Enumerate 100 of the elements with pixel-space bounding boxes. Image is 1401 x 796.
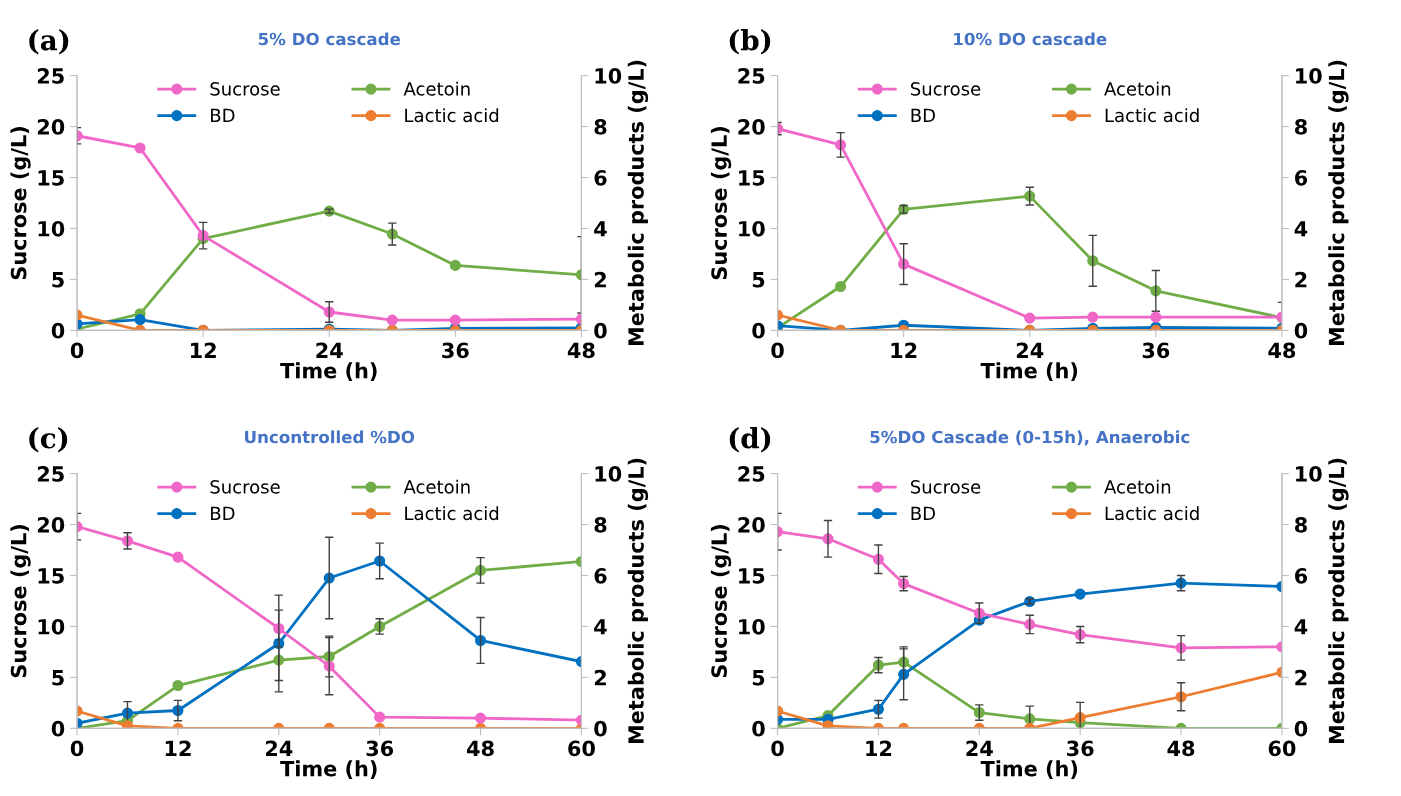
y-tick-label: 10 [38,220,65,237]
x-tick-label: 0 [70,740,84,757]
y2-tick-label: 2 [1295,271,1307,288]
y-tick-label: 5 [52,670,64,686]
x-tick-label: 48 [567,342,595,359]
y2-axis-title: Metabolic products (g/L) [627,458,649,744]
y2-tick-label: 0 [594,322,607,339]
legend-label: Acetoin [1104,479,1171,494]
x-tick-label: 24 [265,740,293,756]
chart-title: 5%DO Cascade (0-15h), Anaerobic [870,430,1190,446]
x-tick-label: 48 [1268,342,1296,359]
y2-axis-title: Metabolic products (g/L) [1328,60,1349,346]
text: (b) [729,29,771,55]
x-tick-label: 12 [165,740,191,756]
y2-tick-label: 4 [1294,221,1308,237]
x-tick-label: 36 [1067,740,1094,757]
chart-title: Uncontrolled %DO [245,430,415,444]
y2-tick-label: 10 [595,466,622,482]
x-tick-label: 24 [1016,342,1044,358]
y-tick-label: 5 [752,272,765,288]
x-tick-label: 12 [891,342,917,358]
y2-tick-label: 6 [1295,169,1308,186]
legend-label: Lactic acid [1105,108,1199,123]
y2-tick-label: 8 [1294,119,1307,135]
x-tick-label: 12 [866,740,892,756]
text: (c) [29,427,68,453]
y-tick-label: 25 [738,466,765,482]
y-axis-title: Sucrose (g/L) [10,525,31,678]
y2-tick-label: 8 [594,119,607,135]
x-tick-label: 36 [1142,342,1170,359]
y2-tick-label: 10 [1296,68,1322,84]
y2-tick-label: 2 [594,271,606,288]
legend-label: BD [211,108,235,122]
x-axis-title: Time (h) [280,760,377,779]
y2-tick-label: 6 [594,567,607,584]
x-tick-label: 0 [70,342,84,359]
legend-label: Lactic acid [405,506,499,521]
legend-label: Lactic acid [405,108,499,123]
legend-label: Sucrose [210,480,280,494]
text: (a) [29,29,69,55]
y-tick-label: 15 [739,170,765,186]
y2-tick-label: 0 [1294,322,1308,339]
y-tick-label: 20 [738,119,765,135]
y-tick-label: 5 [752,670,765,686]
legend-label: BD [911,506,935,520]
y-axis-title: Sucrose (g/L) [710,525,732,678]
chart-title: 10% DO cascade [954,32,1107,46]
y-tick-label: 25 [37,466,64,482]
y2-axis-title: Metabolic products (g/L) [627,60,649,346]
y-tick-label: 15 [38,568,64,584]
y-tick-label: 0 [51,720,65,737]
y2-tick-label: 2 [594,669,606,686]
y2-tick-label: 4 [1294,619,1308,635]
y2-tick-label: 8 [594,517,607,533]
y-tick-label: 20 [738,517,765,533]
x-tick-label: 36 [366,740,394,757]
x-axis-title: Time (h) [280,362,377,381]
text: (d) [729,427,771,453]
chart-title: 5% DO cascade [258,32,401,46]
x-tick-label: 24 [966,740,993,756]
y2-tick-label: 4 [594,221,607,237]
x-tick-label: 0 [771,342,784,359]
y2-tick-label: 6 [1295,567,1308,584]
x-axis-title: Time (h) [980,760,1078,779]
y-tick-label: 10 [38,618,65,635]
x-tick-label: 60 [568,740,595,757]
y-tick-label: 0 [752,322,765,339]
x-tick-label: 0 [771,740,784,757]
y-axis-title: Sucrose (g/L) [710,127,732,280]
y2-tick-label: 0 [1294,720,1308,737]
legend-label: Lactic acid [1105,506,1199,521]
legend-label: Sucrose [910,82,981,96]
y2-tick-label: 4 [594,619,607,635]
y2-tick-label: 0 [594,720,607,737]
y-tick-label: 15 [739,568,765,584]
legend-label: Sucrose [910,480,981,494]
legend-label: Acetoin [403,479,470,494]
y2-axis-title: Metabolic products (g/L) [1328,458,1349,744]
x-tick-label: 36 [442,342,469,359]
y-tick-label: 20 [37,517,65,533]
legend-label: Sucrose [210,82,280,96]
legend-label: Acetoin [403,81,470,96]
y2-tick-label: 2 [1295,669,1307,686]
y2-tick-label: 10 [1296,466,1322,482]
x-tick-label: 12 [191,342,216,358]
y-tick-label: 10 [739,220,765,237]
y-tick-label: 15 [38,170,64,186]
legend-label: BD [211,506,235,520]
y-tick-label: 25 [37,68,64,84]
x-axis-title: Time (h) [980,362,1078,381]
legend-label: BD [911,108,935,122]
x-tick-label: 48 [466,740,494,757]
legend-label: Acetoin [1104,81,1171,96]
y-tick-label: 5 [52,272,64,288]
x-tick-label: 48 [1167,740,1195,757]
y2-tick-label: 8 [1294,517,1307,533]
y-tick-label: 0 [51,322,65,339]
y-axis-title: Sucrose (g/L) [10,127,31,280]
y-tick-label: 0 [752,720,765,737]
y2-tick-label: 10 [595,68,622,84]
